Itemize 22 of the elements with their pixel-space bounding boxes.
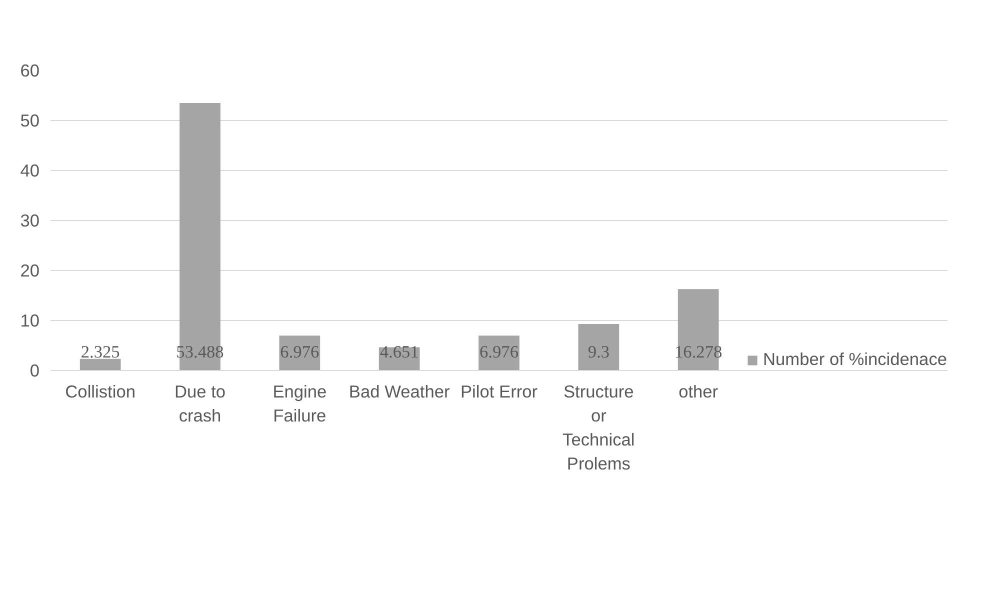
y-tick-label: 20 — [20, 260, 40, 280]
x-tick-label: Bad Weather — [348, 382, 450, 402]
x-tick-label: Due to crash — [174, 382, 226, 426]
text: 4.651 — [380, 342, 419, 362]
x-tick-label: Engine Failure — [272, 382, 327, 426]
y-tick-label: 60 — [20, 60, 40, 80]
text: 9.3 — [588, 342, 610, 362]
y-tick-label: 50 — [20, 110, 40, 130]
y-tick-label: 40 — [20, 160, 40, 180]
y-tick-label: 30 — [20, 210, 40, 230]
bar — [80, 358, 121, 370]
y-tick-label: 10 — [20, 310, 40, 330]
y-tick-label: 0 — [30, 360, 40, 380]
x-tick-label: Structure or Technical Prolems — [562, 382, 635, 474]
x-tick-label: Pilot Error — [460, 382, 538, 402]
x-tick-label: other — [678, 382, 718, 402]
bar — [578, 324, 620, 370]
x-tick-label: Collistion — [65, 382, 136, 402]
legend-label: Number of %incidenace — [763, 349, 947, 370]
text: 6.976 — [480, 342, 519, 362]
text: 2.325 — [80, 342, 120, 362]
text: 6.976 — [280, 342, 320, 362]
